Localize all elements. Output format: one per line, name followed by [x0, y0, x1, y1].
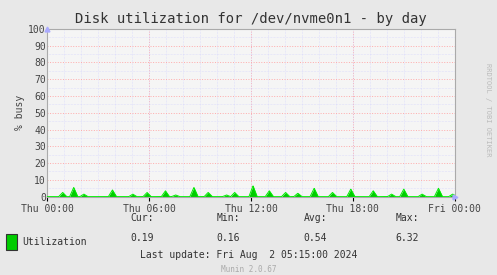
Text: 0.54: 0.54 — [304, 233, 328, 243]
Text: Cur:: Cur: — [130, 213, 154, 223]
Text: Last update: Fri Aug  2 05:15:00 2024: Last update: Fri Aug 2 05:15:00 2024 — [140, 250, 357, 260]
Text: 0.16: 0.16 — [217, 233, 241, 243]
Text: Munin 2.0.67: Munin 2.0.67 — [221, 265, 276, 274]
Text: 6.32: 6.32 — [396, 233, 419, 243]
Text: 0.19: 0.19 — [130, 233, 154, 243]
Text: Min:: Min: — [217, 213, 241, 223]
Title: Disk utilization for /dev/nvme0n1 - by day: Disk utilization for /dev/nvme0n1 - by d… — [75, 12, 427, 26]
Text: Avg:: Avg: — [304, 213, 328, 223]
Y-axis label: % busy: % busy — [15, 95, 25, 130]
Text: Utilization: Utilization — [22, 237, 86, 247]
Text: RRDTOOL / TOBI OETIKER: RRDTOOL / TOBI OETIKER — [485, 63, 491, 157]
Text: Max:: Max: — [396, 213, 419, 223]
